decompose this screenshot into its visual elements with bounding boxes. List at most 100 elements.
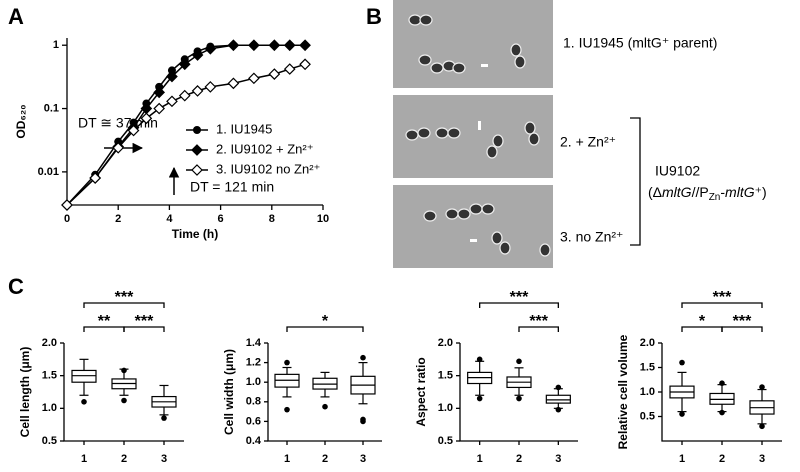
x-tick-label: 1 [81, 453, 87, 465]
y-axis-label: OD₆₂₀ [14, 104, 28, 138]
marker [112, 141, 125, 154]
outlier [516, 358, 522, 365]
legend-label: 2. IU9102 + Zn²⁺ [216, 141, 314, 156]
box [545, 394, 571, 404]
panel-label: B [366, 4, 382, 29]
outlier [476, 395, 483, 402]
x-axis-label: Time (h) [172, 227, 218, 241]
marker [283, 63, 296, 75]
x-tick-label: 4 [166, 213, 173, 225]
x-tick-label: 3 [759, 453, 765, 465]
legend-marker [193, 126, 201, 134]
outlier [284, 406, 290, 413]
y-tick-label: 0.5 [438, 435, 453, 447]
outlier [360, 354, 366, 361]
micrograph-label: 1. IU1945 (mltG⁺ parent) [563, 35, 717, 51]
axis [661, 343, 782, 442]
x-tick-label: 2 [322, 453, 328, 465]
marker [283, 39, 296, 52]
y-axis-label: Cell length (μm) [18, 347, 32, 438]
panel-label: C [8, 274, 24, 299]
outlier [284, 359, 290, 366]
y-tick-label: 2.0 [640, 337, 655, 349]
y-axis-label: Cell width (μm) [222, 349, 236, 435]
marker [127, 124, 140, 137]
significance-label: *** [510, 289, 529, 306]
marker [167, 66, 176, 75]
y-axis-label: Aspect ratio [414, 357, 428, 426]
outlier [719, 409, 725, 416]
panel-label: A [8, 4, 24, 29]
y-tick-label: 1.0 [42, 402, 57, 414]
significance-label: *** [713, 289, 732, 306]
x-tick-label: 10 [317, 213, 329, 225]
legend-label: 3. IU9102 no Zn²⁺ [216, 161, 320, 176]
marker [178, 89, 191, 102]
y-tick-label: 1.2 [246, 357, 261, 369]
marker [153, 102, 166, 115]
marker [191, 49, 204, 61]
outlier [121, 397, 127, 404]
micrograph-label: 3. no Zn²⁺ [560, 229, 623, 245]
y-tick-label: 0.5 [640, 410, 655, 422]
x-tick-label: 3 [161, 453, 167, 465]
y-tick-label: 1.0 [640, 386, 655, 398]
outlier [516, 395, 522, 402]
legend-label: 1. IU1945 [216, 121, 272, 136]
x-tick-label: 1 [284, 453, 290, 465]
y-axis-label: Relative cell volume [616, 334, 630, 449]
significance-bracket [123, 326, 165, 332]
y-tick-label: 2.0 [42, 337, 57, 349]
y-tick-label: 1.0 [438, 402, 453, 414]
marker [227, 39, 240, 52]
y-tick-label: 1.0 [246, 376, 261, 388]
micrograph-label: 2. + Zn²⁺ [560, 134, 616, 150]
marker [61, 199, 73, 211]
x-tick-label: 2 [115, 213, 121, 225]
marker [204, 81, 217, 93]
y-tick-label: 1 [53, 39, 59, 51]
marker [248, 72, 260, 85]
legend-marker [191, 144, 203, 156]
box [71, 369, 97, 383]
outlier [81, 399, 87, 405]
y-tick-label: 0.4 [246, 435, 262, 447]
y-tick-label: 1.5 [42, 370, 57, 382]
outlier [476, 356, 483, 363]
significance-label: * [322, 313, 329, 330]
group-bracket [630, 117, 641, 246]
y-tick-label: 1.5 [438, 370, 453, 382]
significance-label: *** [135, 313, 154, 330]
marker [204, 42, 217, 55]
strain-label: IU9102 [655, 163, 700, 179]
marker [178, 58, 191, 71]
y-tick-label: 0.6 [246, 415, 261, 427]
outlier [719, 380, 725, 386]
x-tick-label: 0 [64, 213, 70, 225]
outlier [360, 416, 366, 423]
outlier [555, 406, 562, 413]
marker [299, 58, 311, 71]
y-tick-label: 0.8 [246, 396, 261, 408]
micrograph [393, 0, 553, 88]
legend-marker [191, 164, 203, 176]
marker [268, 68, 281, 80]
significance-label: * [699, 313, 706, 330]
marker [268, 39, 281, 52]
x-tick-label: 3 [360, 453, 366, 465]
marker [140, 112, 153, 125]
significance-label: ** [98, 313, 111, 330]
micrographs [393, 0, 553, 268]
outlier [555, 384, 562, 391]
x-tick-label: 1 [477, 453, 483, 465]
significance-label: *** [733, 313, 752, 330]
x-tick-label: 2 [516, 453, 522, 465]
significance-label: *** [115, 289, 134, 306]
y-tick-label: 1.4 [246, 337, 262, 349]
genotype-label: (ΔmltG//PZn-mltG⁺) [648, 184, 767, 203]
outlier [759, 384, 765, 390]
outlier [679, 411, 685, 417]
annotation: DT = 121 min [190, 179, 274, 195]
marker [89, 172, 102, 184]
